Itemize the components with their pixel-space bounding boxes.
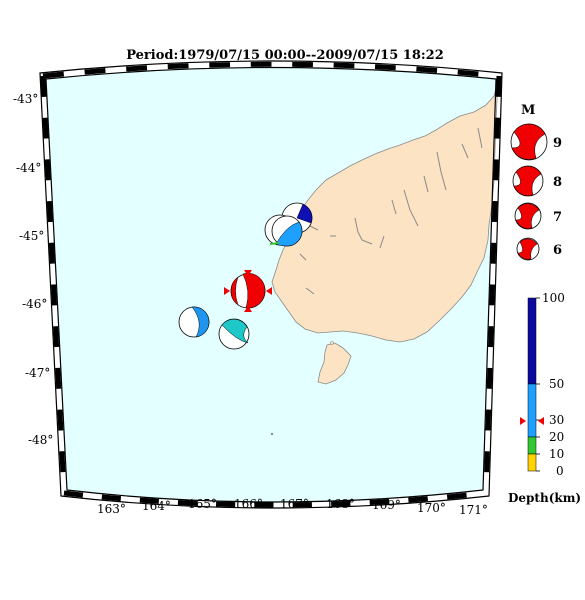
frame-tick	[177, 500, 198, 506]
frame-tick	[333, 62, 355, 69]
lon-label: 166°	[234, 497, 263, 511]
depth-tick-label: 20	[549, 430, 564, 444]
frame-tick	[494, 117, 501, 139]
frame-tick	[488, 326, 494, 348]
lon-label: 169°	[372, 498, 401, 512]
frame-tick	[331, 500, 351, 507]
depth-marker-left	[520, 417, 526, 425]
lon-label: 171°	[459, 503, 488, 517]
legend-label-m8: 8	[553, 175, 562, 190]
frame-tick	[42, 71, 65, 79]
frame-tick	[490, 242, 497, 264]
legend-beachball-m8	[512, 165, 544, 197]
frame-tick	[84, 67, 106, 75]
beachball-event-4[interactable]	[224, 270, 272, 312]
map-frame-inner	[45, 66, 497, 503]
depth-tick-label: 10	[549, 447, 564, 461]
legend-beachball-m9	[510, 123, 548, 161]
frame-tick	[63, 490, 84, 498]
depth-scale: 100 50 30 20 10 0 Depth(km)	[508, 291, 581, 505]
depth-tick-label: 50	[549, 377, 564, 391]
landmass-stewart-island	[317, 342, 352, 385]
lat-label: -45°	[19, 229, 44, 243]
frame-tick	[493, 159, 499, 181]
focal-mechanisms	[178, 202, 313, 350]
beachball-event-6[interactable]	[218, 318, 250, 350]
frame-tick	[59, 451, 66, 473]
legend-beachball-m7	[514, 202, 542, 230]
legend-label-m7: 7	[553, 210, 562, 225]
latitude-labels: -43° -44° -45° -46° -47° -48°	[13, 92, 53, 447]
frame-tick	[374, 64, 396, 71]
frame-tick	[51, 284, 58, 306]
map-title: Period:1979/07/15 00:00--2009/07/15 18:2…	[126, 48, 444, 63]
legend-beachball-m6	[516, 237, 540, 261]
frame-tick	[42, 117, 49, 139]
lakes	[299, 127, 483, 295]
lat-label: -46°	[22, 297, 47, 311]
frame-tick	[416, 66, 438, 73]
frame-tick	[486, 367, 493, 389]
beachball-event-5[interactable]	[178, 306, 210, 338]
depth-bar-20-50	[527, 383, 537, 438]
beachball-event-3[interactable]	[269, 215, 303, 247]
frame-tick	[53, 326, 60, 348]
lat-label: -44°	[16, 161, 41, 175]
frame-tick	[408, 496, 428, 503]
depth-bar-10-20	[527, 436, 537, 455]
depth-tick-label: 100	[542, 291, 565, 305]
map-panel	[39, 60, 503, 509]
frame-tick	[491, 201, 498, 223]
frame-tick	[57, 409, 64, 431]
frame-tick	[489, 284, 495, 306]
frame-tick	[167, 63, 189, 70]
magnitude-legend-heading: M	[521, 103, 535, 118]
lon-label: 165°	[188, 497, 217, 511]
lon-label: 170°	[417, 501, 446, 515]
lat-label: -47°	[25, 366, 50, 380]
islet	[330, 341, 334, 345]
frame-tick	[495, 75, 502, 97]
depth-bar-50-100	[527, 297, 537, 385]
depth-bar-0-10	[527, 453, 537, 472]
frame-tick	[46, 200, 53, 223]
lat-label: -43°	[13, 92, 38, 106]
depth-marker-right	[538, 417, 544, 425]
depth-scale-title: Depth(km)	[508, 491, 581, 505]
lon-label: 163°	[97, 502, 126, 516]
frame-tick	[40, 75, 47, 97]
legend-label-m6: 6	[553, 243, 562, 258]
frame-tick	[369, 498, 390, 506]
lon-label: 167°	[280, 497, 309, 511]
map-frame-ticks	[40, 61, 502, 508]
frame-tick	[485, 409, 492, 431]
lat-label: -48°	[28, 433, 53, 447]
frame-tick	[44, 159, 51, 181]
landmass-south-island	[271, 83, 498, 343]
frame-tick	[48, 242, 55, 264]
depth-tick-label: 30	[549, 413, 564, 427]
lon-label: 164°	[142, 499, 171, 513]
frame-tick	[126, 65, 148, 72]
longitude-labels: 163° 164° 165° 166° 167° 168° 169° 170° …	[97, 497, 488, 517]
magnitude-legend: M 9 8 7 6	[510, 103, 562, 261]
frame-tick	[139, 497, 160, 504]
islet	[270, 432, 274, 436]
frame-tick	[101, 494, 122, 502]
frame-tick	[55, 367, 62, 389]
frame-tick	[457, 69, 479, 77]
legend-label-m9: 9	[553, 136, 562, 151]
lon-label: 168°	[326, 497, 355, 511]
depth-tick-label: 0	[556, 464, 564, 478]
frame-tick	[484, 451, 490, 473]
frame-tick	[446, 492, 467, 500]
map-frame-outer	[39, 60, 503, 509]
